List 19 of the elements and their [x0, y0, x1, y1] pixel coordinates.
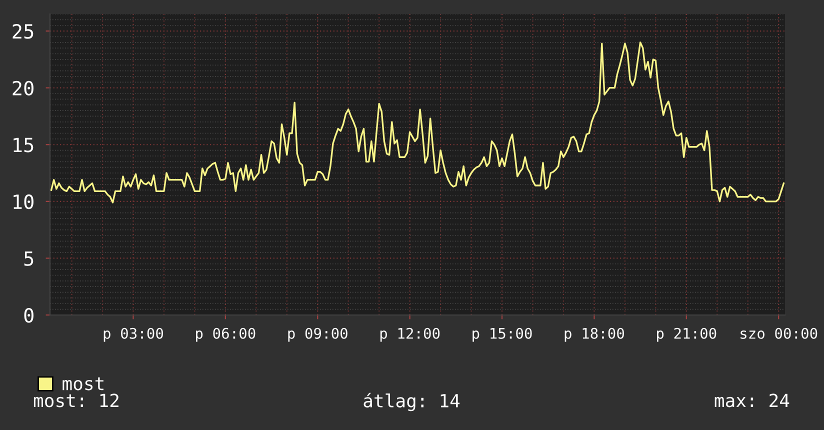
y-tick-label: 15 [14, 138, 34, 152]
x-tick-label: szo 00:00 [740, 328, 818, 339]
x-tick-label: p 03:00 [104, 328, 164, 342]
x-tick-label: p 21:00 [657, 328, 716, 342]
legend-label: most [62, 377, 104, 390]
y-tick-label: 5 [24, 251, 34, 266]
x-tick-label: p 15:00 [472, 328, 532, 342]
x-tick-label: p 06:00 [196, 328, 256, 342]
y-tick-label: 10 [14, 194, 34, 210]
x-tick-label: p 12:00 [380, 328, 440, 342]
x-tick-label: p 18:00 [564, 328, 624, 342]
line-series [50, 42, 785, 204]
text: max: 24 [714, 394, 790, 408]
x-tick-label: p 09:00 [288, 328, 348, 342]
y-tick-label: 20 [12, 80, 34, 96]
y-tick-label: 25 [12, 24, 34, 39]
y-tick-label: 0 [24, 308, 34, 323]
text: most: 12 [34, 394, 118, 408]
text: átlag: 14 [364, 392, 460, 412]
